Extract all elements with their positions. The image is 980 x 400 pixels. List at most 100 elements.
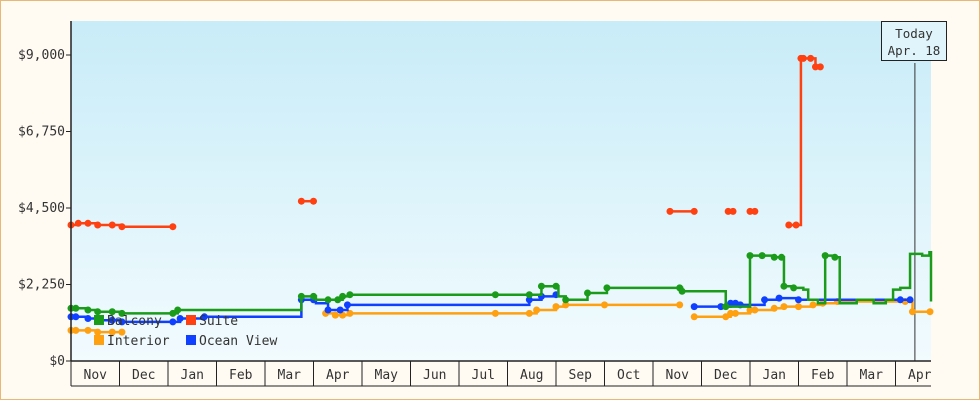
data-point[interactable] (778, 253, 786, 261)
data-point[interactable] (690, 313, 698, 321)
data-point[interactable] (552, 303, 560, 311)
data-point[interactable] (690, 303, 698, 311)
data-point[interactable] (896, 296, 904, 304)
data-point[interactable] (809, 301, 817, 309)
y-tick-label: $0 (49, 354, 65, 369)
data-point[interactable] (926, 308, 934, 316)
data-point[interactable] (108, 221, 116, 229)
data-point[interactable] (722, 313, 730, 321)
data-point[interactable] (780, 282, 788, 290)
data-point[interactable] (84, 219, 92, 227)
data-point[interactable] (603, 284, 611, 292)
data-point[interactable] (795, 296, 802, 304)
data-point[interactable] (72, 304, 80, 312)
data-point[interactable] (346, 291, 354, 299)
data-point[interactable] (525, 291, 533, 299)
data-point[interactable] (770, 253, 778, 261)
data-point[interactable] (795, 303, 802, 311)
data-point[interactable] (324, 306, 332, 314)
data-point[interactable] (94, 328, 102, 336)
data-point[interactable] (807, 54, 815, 62)
data-point[interactable] (690, 207, 698, 215)
data-point[interactable] (722, 303, 730, 311)
data-point[interactable] (746, 306, 754, 314)
data-point[interactable] (537, 282, 545, 290)
data-point[interactable] (746, 252, 754, 260)
data-point[interactable] (336, 306, 344, 314)
data-point[interactable] (790, 284, 798, 292)
data-point[interactable] (729, 207, 737, 215)
data-point[interactable] (491, 291, 499, 299)
data-point[interactable] (816, 63, 824, 71)
data-point[interactable] (552, 282, 560, 290)
data-point[interactable] (108, 308, 116, 316)
data-point[interactable] (169, 309, 177, 317)
data-point[interactable] (678, 287, 686, 295)
data-point[interactable] (310, 292, 317, 300)
data-point[interactable] (775, 294, 783, 302)
data-point[interactable] (297, 292, 305, 300)
data-point[interactable] (780, 303, 788, 311)
legend-swatch (94, 335, 104, 345)
data-point[interactable] (666, 207, 674, 215)
data-point[interactable] (108, 328, 116, 336)
x-tick-label: Mar (278, 368, 302, 383)
data-point[interactable] (601, 301, 608, 309)
data-point[interactable] (727, 299, 735, 307)
data-point[interactable] (758, 252, 766, 260)
data-point[interactable] (118, 318, 126, 326)
data-point[interactable] (792, 221, 800, 229)
data-point[interactable] (176, 315, 184, 322)
data-point[interactable] (343, 301, 351, 309)
data-point[interactable] (751, 306, 759, 314)
data-point[interactable] (118, 223, 126, 231)
data-point[interactable] (727, 309, 735, 317)
data-point[interactable] (84, 326, 92, 334)
data-point[interactable] (346, 309, 354, 317)
data-point[interactable] (724, 207, 732, 215)
data-point[interactable] (331, 311, 339, 319)
data-point[interactable] (118, 309, 126, 317)
data-point[interactable] (676, 301, 684, 309)
data-point[interactable] (334, 296, 342, 304)
data-point[interactable] (525, 296, 533, 304)
data-point[interactable] (200, 313, 208, 321)
series-suite (67, 54, 824, 231)
data-point[interactable] (751, 207, 759, 215)
data-point[interactable] (770, 304, 778, 312)
data-point[interactable] (74, 219, 82, 227)
data-point[interactable] (811, 63, 819, 71)
data-point[interactable] (731, 309, 739, 317)
data-point[interactable] (297, 197, 305, 205)
data-point[interactable] (72, 313, 80, 321)
data-point[interactable] (533, 306, 541, 314)
data-point[interactable] (169, 223, 177, 231)
data-point[interactable] (717, 303, 725, 311)
data-point[interactable] (84, 315, 92, 322)
data-point[interactable] (108, 316, 116, 324)
data-point[interactable] (94, 308, 102, 316)
data-point[interactable] (491, 309, 499, 317)
data-point[interactable] (908, 308, 916, 316)
data-point[interactable] (821, 252, 829, 260)
data-point[interactable] (746, 207, 754, 215)
data-point[interactable] (94, 221, 102, 229)
data-point[interactable] (562, 296, 570, 304)
data-point[interactable] (906, 296, 914, 304)
data-point[interactable] (785, 221, 793, 229)
data-point[interactable] (174, 306, 182, 314)
data-point[interactable] (72, 326, 80, 334)
data-point[interactable] (584, 289, 592, 297)
data-point[interactable] (324, 296, 332, 304)
data-point[interactable] (169, 318, 177, 326)
data-point[interactable] (525, 309, 533, 317)
data-point[interactable] (339, 292, 347, 300)
data-point[interactable] (118, 328, 126, 336)
data-point[interactable] (831, 253, 839, 261)
data-point[interactable] (310, 197, 317, 205)
data-point[interactable] (562, 301, 570, 309)
data-point[interactable] (84, 306, 92, 314)
data-point[interactable] (761, 296, 769, 304)
data-point[interactable] (799, 54, 807, 62)
